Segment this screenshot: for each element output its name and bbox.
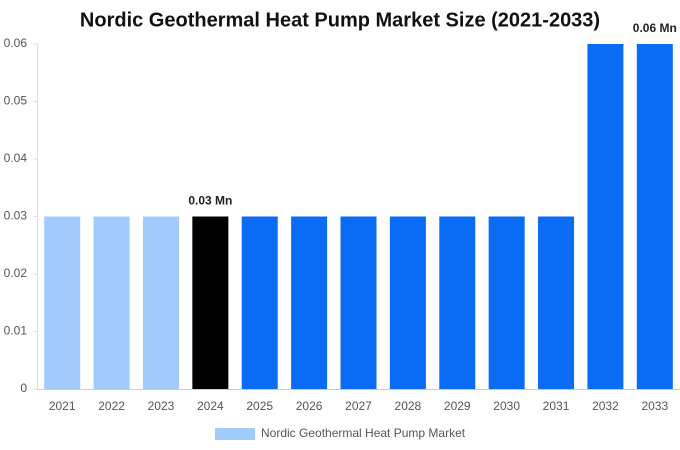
y-tick-label: 0.06 xyxy=(4,36,28,50)
data-label: 0.03 Mn xyxy=(188,194,232,208)
y-tick-label: 0.04 xyxy=(4,151,28,165)
bar xyxy=(636,44,673,389)
bar xyxy=(488,216,525,389)
x-tick-label: 2021 xyxy=(49,399,76,413)
y-tick-label: 0.01 xyxy=(4,324,28,338)
x-tick-label: 2028 xyxy=(395,399,422,413)
y-tick-label: 0.05 xyxy=(4,94,28,108)
data-label: 0.06 Mn xyxy=(633,21,677,35)
x-tick-label: 2022 xyxy=(98,399,125,413)
bar xyxy=(587,44,624,389)
bar xyxy=(389,216,426,389)
x-tick-label: 2033 xyxy=(641,399,668,413)
bar xyxy=(340,216,377,389)
x-tick-label: 2029 xyxy=(444,399,471,413)
y-tick-label: 0.03 xyxy=(4,209,28,223)
x-tick-label: 2025 xyxy=(246,399,273,413)
x-tick-label: 2023 xyxy=(148,399,175,413)
bar xyxy=(439,216,476,389)
legend-label: Nordic Geothermal Heat Pump Market xyxy=(261,426,466,440)
bar xyxy=(93,216,130,389)
bar xyxy=(44,216,81,389)
chart-title: Nordic Geothermal Heat Pump Market Size … xyxy=(80,9,600,31)
x-tick-label: 2031 xyxy=(543,399,570,413)
x-tick-label: 2032 xyxy=(592,399,619,413)
x-tick-label: 2026 xyxy=(296,399,323,413)
bar xyxy=(142,216,179,389)
y-tick-label: 0 xyxy=(20,381,27,395)
legend-swatch xyxy=(215,428,255,440)
x-tick-label: 2030 xyxy=(493,399,520,413)
bar xyxy=(538,216,575,389)
bar xyxy=(241,216,278,389)
y-tick-label: 0.02 xyxy=(4,266,28,280)
x-tick-label: 2027 xyxy=(345,399,372,413)
bar xyxy=(291,216,328,389)
x-tick-label: 2024 xyxy=(197,399,224,413)
bar xyxy=(192,216,229,389)
